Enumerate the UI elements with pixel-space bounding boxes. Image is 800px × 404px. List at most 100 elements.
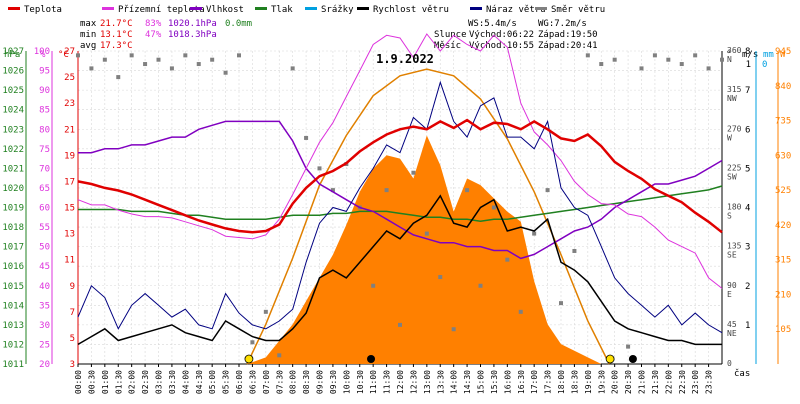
dir-name-label: NE [727, 329, 737, 338]
wind-direction-point [169, 66, 174, 71]
time-tick-label: 05:30 [222, 370, 231, 394]
pct-tick-label: 25 [39, 340, 50, 350]
legend-label: Tlak [271, 5, 293, 15]
pct-tick-label: 45 [39, 262, 50, 272]
wind-direction-point [263, 309, 268, 314]
time-tick-label: 23:30 [705, 370, 714, 394]
degc-tick-label: 15 [64, 204, 75, 214]
hpa-tick-label: 1021 [2, 164, 24, 174]
mm-top-label: 0 [762, 60, 767, 70]
time-tick-label: 09:00 [316, 370, 325, 394]
hpa-tick-label: 1025 [2, 86, 24, 96]
wind-direction-point [532, 231, 537, 236]
pct-tick-label: 95 [39, 67, 50, 77]
hpa-tick-label: 1015 [2, 282, 24, 292]
wind-direction-point [652, 53, 657, 58]
wind-direction-point [559, 301, 563, 306]
stat-max-rain: 0.0mm [225, 19, 252, 29]
wind-direction-point [143, 62, 148, 67]
time-tick-label: 05:00 [208, 370, 217, 394]
stat-min-temp: 13.1°C [100, 30, 133, 40]
wind-direction-point [478, 283, 483, 288]
hpa-tick-label: 1017 [2, 243, 24, 253]
wind-direction-point [277, 353, 282, 358]
axis-unit-hpa: hPa [4, 50, 20, 60]
pct-tick-label: 70 [39, 164, 50, 174]
legend-label: Rychlost větru [373, 5, 449, 15]
time-tick-label: 00:30 [87, 370, 96, 394]
wind-direction-point [612, 57, 617, 62]
legend-swatch [190, 7, 202, 10]
stat-min-hum: 47% [145, 30, 162, 40]
series-ground-temperature [77, 33, 723, 289]
pct-tick-label: 60 [39, 204, 50, 214]
wind-direction-point [505, 257, 510, 262]
wind-direction-point [465, 188, 470, 193]
wind-direction-point [156, 57, 161, 62]
legend-label: Vlhkost [206, 5, 244, 15]
ms-tick-label: 6 [745, 125, 750, 135]
wind-direction-point [720, 57, 724, 62]
series-solar-radiation [247, 135, 602, 364]
degc-tick-label: 7 [70, 308, 75, 318]
dir-tick-label: 360 [727, 46, 742, 55]
legend-label: Srážky [321, 5, 354, 15]
wind-direction-point [223, 70, 228, 75]
degc-tick-label: 17 [64, 177, 75, 187]
wind-direction-point [626, 344, 631, 349]
ms-tick-label: 4 [745, 204, 750, 214]
wind-direction-point [424, 231, 429, 236]
time-tick-label: 20:30 [624, 370, 633, 394]
ms-tick-label: 7 [745, 86, 750, 96]
time-tick-label: 19:30 [597, 370, 606, 394]
axis-unit-pct: % [40, 50, 46, 60]
moonrise-marker [367, 355, 376, 363]
dir-name-label: N [727, 55, 732, 64]
wind-gust-summary: WG:7.2m/s [538, 19, 587, 29]
time-tick-label: 22:00 [664, 370, 673, 394]
wind-direction-point [183, 53, 188, 58]
sun-label: Slunce [434, 30, 467, 40]
hpa-tick-label: 1018 [2, 223, 24, 233]
time-tick-label: 01:00 [101, 370, 110, 394]
time-tick-label: 10:00 [342, 370, 351, 394]
dir-name-label: S [727, 212, 732, 221]
time-tick-label: 21:00 [638, 370, 647, 394]
wind-direction-point [706, 66, 711, 71]
legend-label: Teplota [24, 5, 62, 15]
dir-name-label: E [727, 290, 732, 299]
chart-date-title: 1.9.2022 [376, 52, 434, 66]
series-wind-speed [77, 194, 722, 346]
hpa-tick-label: 1026 [2, 67, 24, 77]
w-tick-label: 210 [775, 290, 791, 300]
stat-avg-temp: 17.3°C [100, 41, 133, 51]
legend-swatch [357, 7, 369, 10]
time-tick-label: 20:00 [611, 370, 620, 394]
legend-swatch [305, 7, 317, 10]
time-tick-label: 02:00 [128, 370, 137, 394]
hpa-tick-label: 1022 [2, 145, 24, 155]
time-tick-label: 21:30 [651, 370, 660, 394]
legend-label: Náraz větru [486, 5, 546, 15]
degc-tick-label: 3 [70, 360, 75, 370]
stat-min-label: min [80, 30, 96, 40]
pct-tick-label: 100 [34, 47, 50, 57]
pct-tick-label: 80 [39, 125, 50, 135]
moonset-time: Západ:20:41 [538, 41, 598, 51]
degc-tick-label: 19 [64, 151, 75, 161]
time-tick-label: 09:30 [329, 370, 338, 394]
legend-label: Směr větru [551, 5, 605, 15]
degc-tick-label: 5 [70, 334, 75, 344]
degc-tick-label: 13 [64, 230, 75, 240]
pct-tick-label: 20 [39, 360, 50, 370]
pct-tick-label: 30 [39, 321, 50, 331]
wind-direction-point [599, 62, 604, 67]
ms-tick-label: 3 [745, 243, 750, 253]
w-tick-label: 105 [775, 325, 791, 335]
time-tick-label: 06:00 [235, 370, 244, 394]
pct-tick-label: 40 [39, 282, 50, 292]
time-tick-label: 02:30 [141, 370, 150, 394]
w-tick-label: 525 [775, 186, 791, 196]
wind-direction-point [572, 248, 577, 253]
